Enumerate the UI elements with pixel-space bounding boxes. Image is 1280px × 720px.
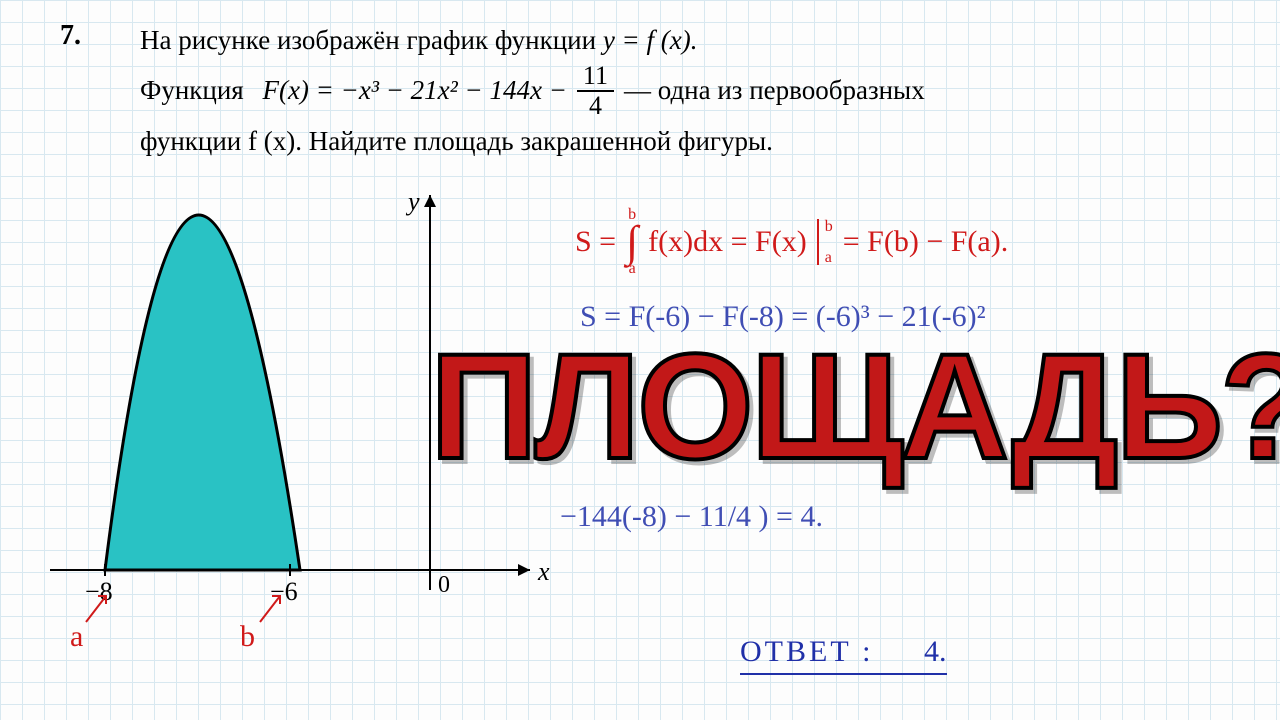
title-overlay: ПЛОЩАДЬ? — [430, 320, 1280, 493]
x-axis-arrow — [518, 564, 530, 576]
problem-line-2: Функция F(x) = −x³ − 21x² − 144x − 11 4 … — [140, 63, 1220, 119]
handwritten-work-2: −144(-8) − 11/4 ) = 4. — [560, 500, 823, 534]
answer-label: ОТВЕТ : — [740, 635, 874, 668]
math-expr: y = f (x). — [603, 25, 698, 55]
fraction-11-4: 11 4 — [577, 63, 614, 119]
evaluation-bar: b a — [817, 219, 833, 265]
answer-value: 4. — [924, 635, 947, 668]
problem-line-3: функции f (x). Найдите площадь закрашенн… — [140, 119, 1220, 164]
y-axis-arrow — [424, 195, 436, 207]
problem-number: 7. — [60, 20, 81, 52]
origin-label: 0 — [438, 572, 450, 598]
shaded-region — [105, 215, 300, 570]
formula-tail: = F(b) − F(a). — [843, 225, 1008, 259]
formula-lhs: S = — [575, 225, 616, 259]
arrow-to-b — [252, 590, 292, 630]
integral-lower: a — [629, 262, 636, 276]
formula-mid: f(x)dx = F(x) — [648, 225, 807, 259]
text: — одна из первообразных — [624, 68, 925, 113]
eval-lower: a — [825, 250, 832, 265]
integral-formula: S = b ∫ a f(x)dx = F(x) b a = F(b) − F(a… — [575, 208, 1008, 276]
eval-upper: b — [825, 219, 833, 234]
answer-row: ОТВЕТ : 4. — [740, 635, 947, 675]
y-axis-label: y — [405, 187, 420, 216]
problem-statement: На рисунке изображён график функции y = … — [140, 18, 1220, 163]
math-expr-F: F(x) = −x³ − 21x² − 144x − — [262, 68, 566, 113]
arrow-to-a — [78, 590, 118, 630]
fraction-num: 11 — [577, 63, 614, 92]
x-axis-label: x — [537, 557, 550, 586]
text: На рисунке изображён график функции — [140, 25, 603, 55]
fraction-den: 4 — [589, 92, 602, 119]
integral-symbol: ∫ — [626, 222, 638, 262]
integral-sign: b ∫ a — [626, 208, 638, 276]
text: Функция — [140, 68, 244, 113]
problem-line-1: На рисунке изображён график функции y = … — [140, 18, 1220, 63]
